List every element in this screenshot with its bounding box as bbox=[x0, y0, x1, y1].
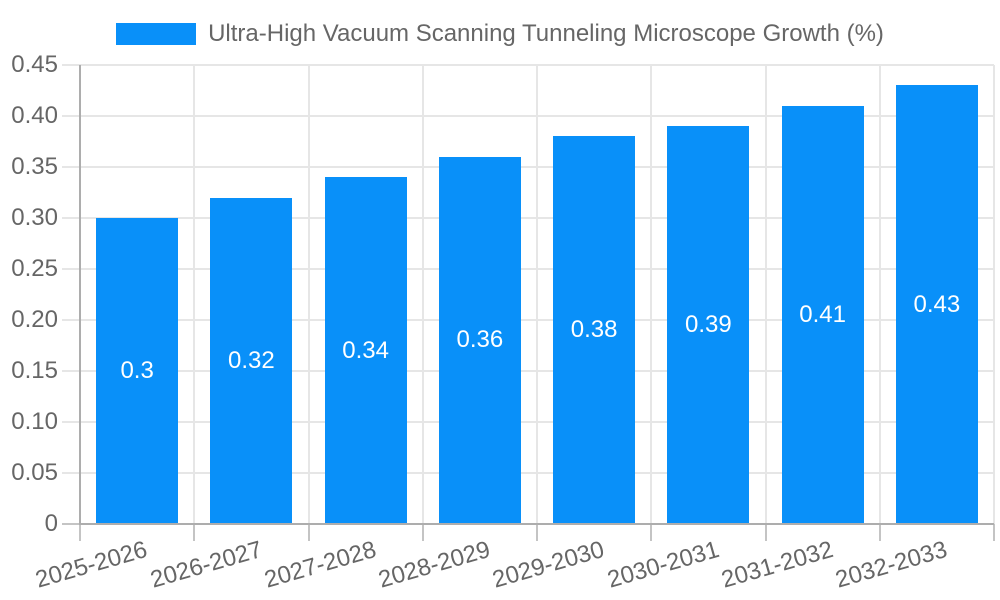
x-tick-mark bbox=[993, 524, 995, 541]
gridline-h bbox=[62, 64, 994, 66]
x-tick-mark bbox=[79, 524, 81, 541]
gridline-h bbox=[62, 319, 994, 321]
x-tick-mark bbox=[193, 524, 196, 541]
legend-swatch bbox=[116, 23, 197, 45]
gridline-v bbox=[878, 65, 881, 524]
x-axis-label: 2030-2031 bbox=[604, 536, 722, 594]
gridline-v bbox=[193, 65, 196, 524]
gridline-v bbox=[650, 65, 653, 524]
legend-label: Ultra-High Vacuum Scanning Tunneling Mic… bbox=[208, 20, 884, 47]
x-tick-mark bbox=[650, 524, 653, 541]
y-axis-label: 0.15 bbox=[11, 357, 58, 384]
x-axis-line bbox=[79, 523, 994, 525]
x-tick-mark bbox=[764, 524, 767, 541]
x-axis-label: 2031-2032 bbox=[718, 536, 837, 594]
y-axis-label: 0.25 bbox=[11, 255, 58, 282]
bar-value-label: 0.3 bbox=[120, 357, 154, 384]
bar bbox=[324, 177, 407, 524]
gridline-h bbox=[62, 166, 994, 168]
x-axis-label: 2027-2028 bbox=[261, 536, 380, 594]
y-axis-line bbox=[79, 65, 81, 524]
bar bbox=[553, 136, 636, 524]
bar bbox=[895, 85, 978, 524]
y-axis-label: 0.20 bbox=[11, 306, 58, 333]
y-axis-label: 0.45 bbox=[11, 51, 58, 78]
y-axis-label: 0.35 bbox=[11, 153, 58, 180]
bar-value-label: 0.39 bbox=[685, 311, 732, 339]
bar bbox=[210, 197, 293, 524]
gridline-v bbox=[307, 65, 310, 524]
bar-value-label: 0.41 bbox=[799, 300, 846, 328]
gridline-h bbox=[62, 217, 994, 219]
bar bbox=[438, 156, 521, 524]
y-tick-mark bbox=[62, 523, 80, 525]
x-tick-mark bbox=[421, 524, 424, 541]
gridline-v bbox=[993, 65, 995, 524]
gridline-h bbox=[62, 115, 994, 117]
gridline-v bbox=[421, 65, 424, 524]
x-tick-mark bbox=[878, 524, 881, 541]
bar-value-label: 0.38 bbox=[570, 316, 618, 344]
bar-value-label: 0.34 bbox=[342, 336, 389, 364]
gridline-v bbox=[536, 65, 538, 524]
bar-value-label: 0.36 bbox=[456, 326, 504, 354]
x-axis-label: 2032-2033 bbox=[832, 536, 951, 594]
x-tick-mark bbox=[307, 524, 310, 541]
x-axis-label: 2026-2027 bbox=[147, 536, 265, 594]
gridline-h bbox=[62, 421, 994, 423]
x-tick-mark bbox=[536, 524, 538, 541]
gridline-h bbox=[62, 370, 994, 372]
y-axis-label: 0.30 bbox=[11, 204, 58, 231]
x-axis-label: 2028-2029 bbox=[375, 536, 494, 594]
gridline-h bbox=[62, 268, 994, 270]
bar bbox=[96, 218, 179, 524]
y-axis-label: 0.40 bbox=[11, 102, 58, 129]
gridline-v bbox=[764, 65, 767, 524]
y-axis-label: 0.05 bbox=[11, 459, 58, 486]
y-axis-label: 0 bbox=[44, 510, 58, 537]
bar bbox=[781, 105, 864, 524]
bar bbox=[667, 126, 750, 524]
x-axis-label: 2025-2026 bbox=[32, 536, 151, 594]
gridline-h bbox=[62, 472, 994, 474]
bar-value-label: 0.43 bbox=[913, 290, 961, 318]
bar-value-label: 0.32 bbox=[228, 346, 275, 374]
x-axis-label: 2029-2030 bbox=[489, 536, 608, 594]
legend: Ultra-High Vacuum Scanning Tunneling Mic… bbox=[0, 20, 1000, 48]
y-axis-label: 0.10 bbox=[11, 408, 58, 435]
